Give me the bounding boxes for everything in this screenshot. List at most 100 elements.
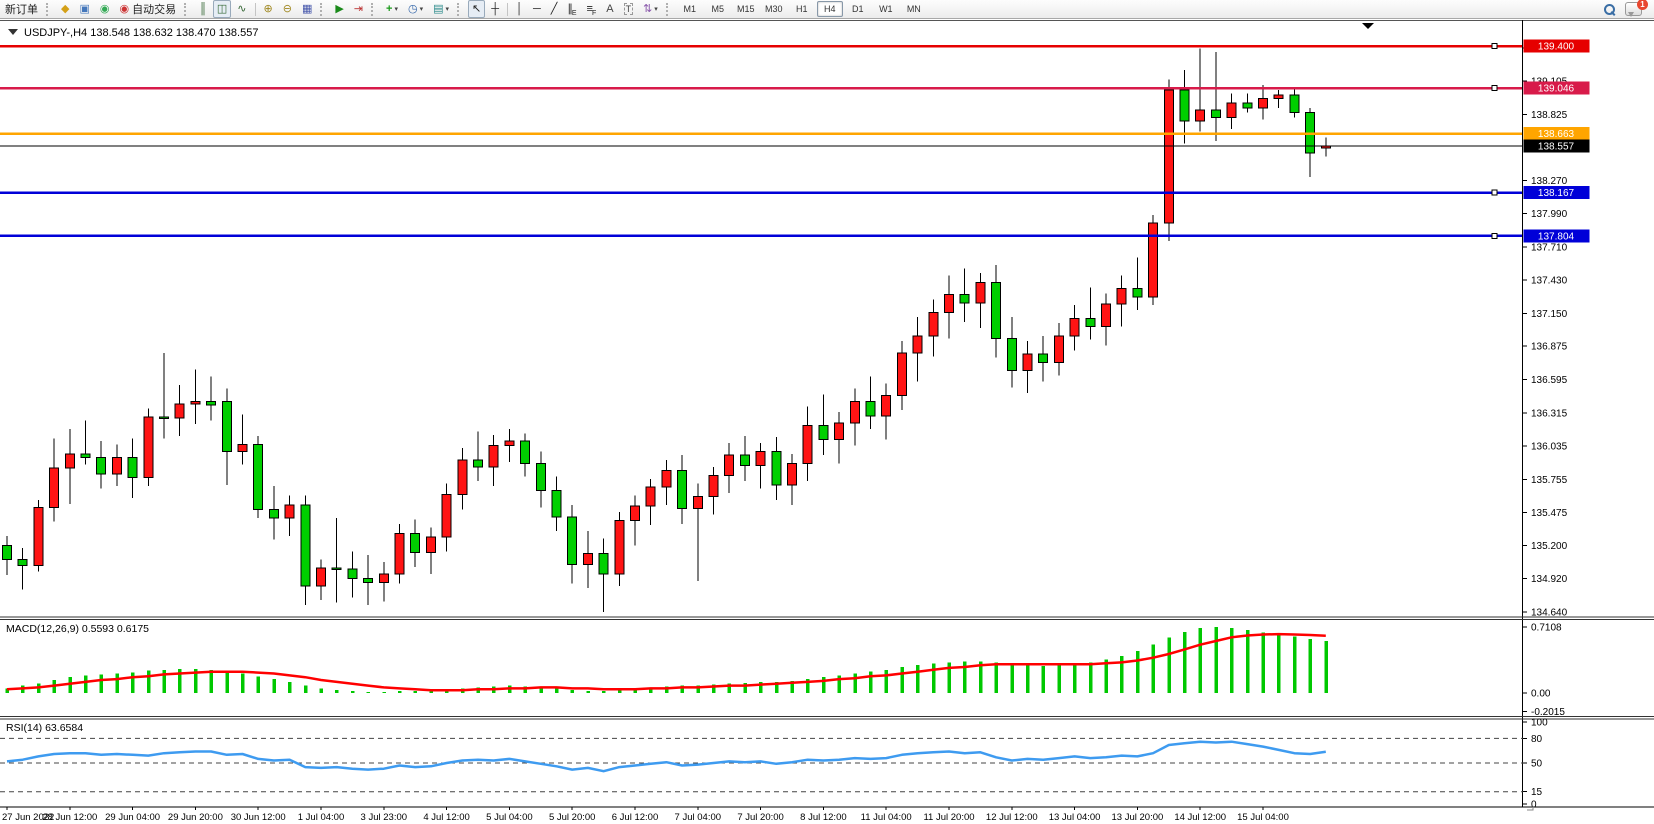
terminals-icon[interactable]: ▣	[75, 0, 93, 18]
time-label: 28 Jun 12:00	[42, 812, 97, 823]
chart-title: USDJPY-,H4 138.548 138.632 138.470 138.5…	[24, 27, 258, 39]
toolbar-grip	[320, 2, 327, 16]
dropdown-caret-icon[interactable]: ▾	[419, 6, 424, 13]
rsi-line	[6, 740, 1326, 773]
timeframe-m15[interactable]: M15	[737, 4, 755, 14]
bull-candle	[504, 440, 515, 447]
search-symbols-icon[interactable]	[1602, 2, 1617, 17]
cursor-icon[interactable]: ↖	[468, 0, 486, 18]
text-icon[interactable]: A	[602, 0, 617, 18]
timeframe-h1[interactable]: H1	[796, 4, 808, 14]
timeframe-m1[interactable]: M1	[683, 4, 697, 14]
bar-chart-icon[interactable]: ║	[195, 0, 211, 18]
candlestick-chart-icon[interactable]: ◫	[212, 0, 232, 18]
time-label: 29 Jun 04:00	[105, 812, 160, 823]
bear-candle	[1210, 109, 1221, 118]
dropdown-caret-icon[interactable]: ▾	[654, 6, 658, 13]
templates-icon: ▤	[433, 3, 444, 15]
bull-candle	[975, 282, 986, 304]
bear-candle	[300, 504, 311, 587]
bull-candle	[1226, 102, 1237, 118]
arrows-icon[interactable]: ⇅ ▾	[639, 0, 662, 18]
horizontal-line-icon[interactable]: ─	[529, 0, 545, 18]
macd-histogram-bar	[649, 687, 653, 693]
auto-trading-button[interactable]: ◉ 自动交易	[115, 0, 180, 18]
bear-candle	[347, 568, 358, 580]
new-order-button[interactable]: 新订单	[1, 0, 42, 18]
macd-histogram-bar	[617, 690, 622, 693]
bull-candle	[1101, 303, 1111, 328]
profiles-icon[interactable]: ◆	[57, 0, 73, 18]
chart-menu-arrow-icon[interactable]	[8, 29, 18, 35]
crosshair-icon[interactable]: ┼	[487, 0, 503, 18]
bull-candle	[425, 536, 436, 554]
macd-histogram-bar	[1104, 659, 1108, 693]
chart-background[interactable]	[0, 19, 1654, 824]
macd-histogram-bar	[712, 684, 716, 693]
macd-histogram-bar	[413, 691, 418, 693]
line-handle[interactable]	[1491, 85, 1498, 92]
notifications-icon[interactable]: 1	[1625, 0, 1648, 17]
timeframe-d1[interactable]: D1	[852, 4, 864, 14]
trendline-icon[interactable]: ╱	[547, 0, 562, 18]
dropdown-caret-icon[interactable]: ▾	[394, 6, 398, 13]
macd-label: MACD(12,26,9) 0.5593 0.6175	[6, 623, 149, 635]
toolbar-grip	[46, 2, 53, 16]
timeframe-h4[interactable]: H4	[816, 1, 843, 17]
timeframe-m30[interactable]: M30	[765, 4, 783, 14]
equidistant-channel-icon[interactable]: ∥ E	[563, 0, 580, 18]
horizontal-line-objects[interactable]	[0, 43, 1523, 239]
trendline-icon: ╱	[550, 3, 558, 15]
signals-icon[interactable]: ◉	[96, 0, 114, 18]
zoom-in-icon[interactable]: ⊕	[260, 0, 277, 18]
bull-candle	[692, 496, 703, 510]
periods-icon[interactable]: ◷ ▾	[404, 0, 427, 18]
text-label-icon[interactable]: T	[620, 0, 638, 18]
tile-windows-icon[interactable]: ▦	[298, 0, 316, 18]
line-handle[interactable]	[1491, 189, 1498, 196]
line-handle[interactable]	[1491, 43, 1498, 49]
line-handle[interactable]	[1491, 232, 1498, 239]
bear-candle	[268, 509, 279, 519]
chart-shift-icon: ⇥	[353, 3, 364, 15]
templates-icon[interactable]: ▤ ▾	[429, 0, 453, 18]
bear-candle	[959, 294, 970, 304]
fibonacci-icon[interactable]: ≡ F	[583, 0, 601, 18]
price-tick-label: 136.595	[1531, 375, 1568, 386]
macd-histogram-bar	[1167, 637, 1171, 693]
price-axis[interactable]: 139.385139.105138.825138.270137.990137.7…	[1522, 20, 1590, 807]
timeframe-m5[interactable]: M5	[711, 4, 725, 14]
price-badge-label: 138.663	[1538, 129, 1575, 140]
macd-histogram-bar	[1230, 628, 1234, 693]
chart-shift-icon[interactable]: ⇥	[350, 0, 367, 18]
macd-histogram-bar	[1308, 639, 1313, 693]
timeframe-mn[interactable]: MN	[906, 4, 921, 14]
macd-histogram-bar	[398, 691, 402, 693]
bear-candle	[221, 401, 232, 452]
macd-histogram-bar	[1135, 651, 1140, 693]
indicators-icon[interactable]: + ▾	[382, 0, 402, 18]
bear-candle	[1179, 89, 1190, 122]
chart-shift-marker-icon[interactable]	[1362, 23, 1374, 29]
bear-candle	[80, 453, 91, 458]
bull-candle	[237, 443, 248, 452]
bear-candle	[865, 401, 876, 417]
price-tick-label: 137.150	[1531, 309, 1568, 320]
bear-candle	[520, 440, 531, 464]
dropdown-caret-icon[interactable]: ▾	[445, 6, 450, 13]
zoom-out-icon[interactable]: ⊖	[279, 0, 296, 18]
bull-candle	[1053, 335, 1064, 363]
bull-candle	[1195, 109, 1206, 122]
time-label: 8 Jul 12:00	[800, 812, 846, 823]
line-chart-icon[interactable]: ∿	[233, 0, 250, 18]
macd-histogram-bar	[288, 681, 292, 693]
auto-scroll-icon[interactable]: ▶	[331, 0, 347, 18]
candlestick-chart-icon: ◫	[216, 3, 228, 15]
time-label: 13 Jul 04:00	[1049, 812, 1101, 823]
signals-icon: ◉	[99, 3, 110, 15]
timeframe-w1[interactable]: W1	[879, 4, 893, 14]
price-tick-label: 136.035	[1531, 442, 1568, 453]
vertical-line-icon[interactable]: │	[512, 0, 527, 18]
